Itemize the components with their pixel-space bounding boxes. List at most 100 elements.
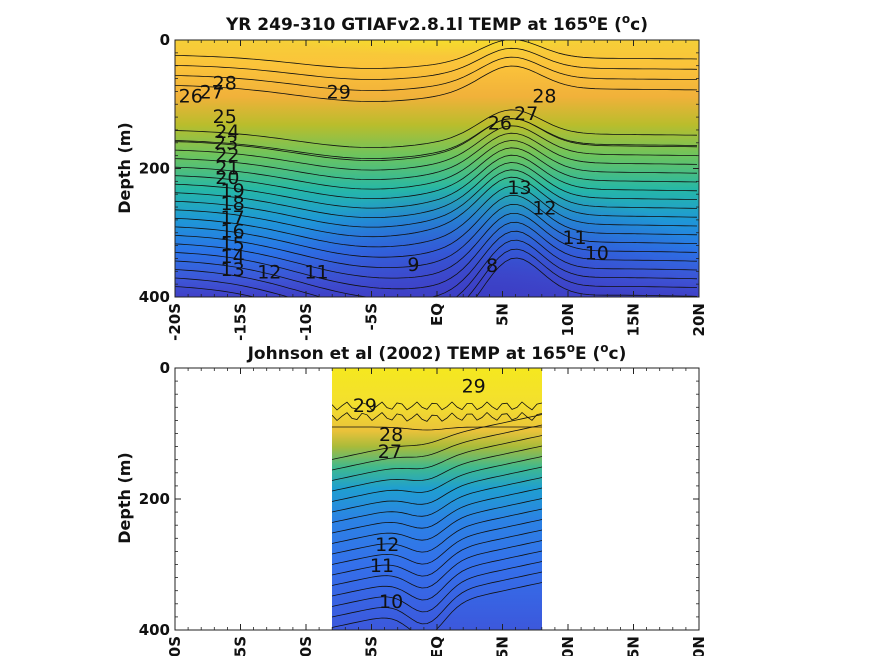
contour-label: 11 (562, 227, 586, 249)
isotherm-line (332, 445, 542, 492)
x-tick-label: -20S (166, 636, 184, 656)
contour-label: 23 (214, 132, 238, 154)
isotherm-line (332, 519, 542, 565)
contour-label: 28 (532, 86, 556, 108)
isotherm-line (332, 508, 542, 555)
isotherm-line (175, 239, 698, 297)
contour-label: 29 (462, 375, 486, 397)
contour-label: 25 (213, 106, 237, 128)
y-tick-label: 0 (160, 359, 170, 377)
isotherm-line (332, 487, 542, 534)
isotherm-line (332, 571, 542, 625)
contour-label: 14 (221, 246, 245, 268)
contour-label: 12 (257, 262, 281, 284)
contour-label: 12 (375, 534, 399, 556)
contour-label: 26 (488, 113, 512, 135)
contour-label: 17 (221, 207, 245, 229)
contour-label: 10 (379, 591, 403, 613)
contour-label: 27 (200, 82, 224, 104)
x-tick-label: EQ (428, 303, 446, 326)
isotherm-line (332, 550, 542, 601)
isotherm-line (175, 176, 698, 238)
top-plot-field (175, 40, 699, 297)
bottom-plot-field (332, 368, 542, 630)
x-tick-label: -5S (363, 303, 381, 330)
isotherm-line (175, 230, 698, 297)
contour-label: 15 (221, 233, 245, 255)
contour-label: 11 (304, 262, 328, 284)
isotherm-line (175, 109, 698, 148)
x-tick-label: 10N (559, 303, 577, 336)
contour-label: 27 (514, 103, 538, 125)
isotherm-line (175, 125, 698, 171)
x-tick-label: 20N (690, 303, 708, 336)
contour-label: 24 (215, 121, 239, 143)
x-tick-label: -10S (297, 636, 315, 656)
y-tick-label: 200 (139, 160, 170, 178)
x-tick-label: 10N (559, 636, 577, 656)
isotherm-line (175, 213, 698, 279)
isotherm-line (175, 203, 698, 268)
contour-label: 19 (221, 180, 245, 202)
bottom-chart-title: Johnson et al (2002) TEMP at 165oE (oc) (247, 341, 627, 364)
isotherm-line (175, 162, 698, 218)
contour-label: 22 (215, 145, 239, 167)
contour-label: 21 (215, 158, 239, 180)
x-tick-label: 15N (625, 303, 643, 336)
isotherm-line (175, 132, 698, 181)
isotherm-line (175, 257, 698, 297)
isotherm-line (332, 424, 542, 471)
isotherm-line (175, 118, 698, 162)
contour-label: 29 (327, 82, 351, 104)
contour-label: 11 (370, 555, 394, 577)
isotherm-line (175, 154, 698, 209)
isotherm-line (175, 140, 698, 190)
x-tick-label: -5S (363, 636, 381, 656)
contour-label: 16 (221, 220, 245, 242)
isotherm-line (332, 401, 542, 411)
isotherm-line (332, 456, 542, 502)
contour-label: 12 (532, 197, 556, 219)
top-panel: YR 249-310 GTIAFv2.8.1l TEMP at 165oE (o… (115, 12, 708, 341)
bottom-isotherms (332, 401, 542, 630)
y-tick-label: 400 (139, 621, 170, 639)
x-tick-label: 15N (625, 636, 643, 656)
contour-label: 13 (507, 177, 531, 199)
contour-label: 26 (179, 86, 203, 108)
x-tick-label: -10S (297, 303, 315, 341)
y-tick-label: 200 (139, 490, 170, 508)
isotherm-line (175, 221, 698, 290)
isotherm-line (175, 147, 698, 199)
isotherm-line (332, 466, 542, 513)
contour-label: 27 (378, 441, 402, 463)
top-y-axis-label: Depth (m) (115, 122, 134, 214)
top-chart-title: YR 249-310 GTIAFv2.8.1l TEMP at 165oE (o… (225, 12, 648, 35)
contour-label: 10 (585, 242, 609, 264)
bottom-panel: Johnson et al (2002) TEMP at 165oE (oc) … (115, 341, 708, 656)
isotherm-line (175, 185, 698, 248)
x-tick-label: -15S (232, 636, 250, 656)
x-tick-label: -20S (166, 303, 184, 341)
contour-label: 28 (213, 73, 237, 95)
x-tick-label: 20N (690, 636, 708, 656)
contour-label: 9 (407, 254, 419, 276)
contour-label: 8 (486, 255, 498, 277)
isotherm-line (332, 561, 542, 613)
isotherm-line (332, 435, 542, 481)
top-isotherms (175, 40, 698, 297)
contour-label: 13 (221, 259, 245, 281)
isotherm-line (175, 40, 698, 69)
isotherm-line (175, 194, 698, 258)
x-tick-label: EQ (428, 636, 446, 656)
isotherm-line (175, 65, 698, 102)
isotherm-line (332, 540, 542, 589)
contour-label: 20 (215, 167, 239, 189)
bottom-y-axis-label: Depth (m) (115, 452, 134, 544)
isotherm-line (175, 56, 698, 91)
x-tick-label: 5N (494, 303, 512, 326)
isotherm-line (332, 426, 542, 431)
isotherm-line (332, 477, 542, 523)
contour-label: 18 (221, 193, 245, 215)
contour-label: 28 (379, 424, 403, 446)
